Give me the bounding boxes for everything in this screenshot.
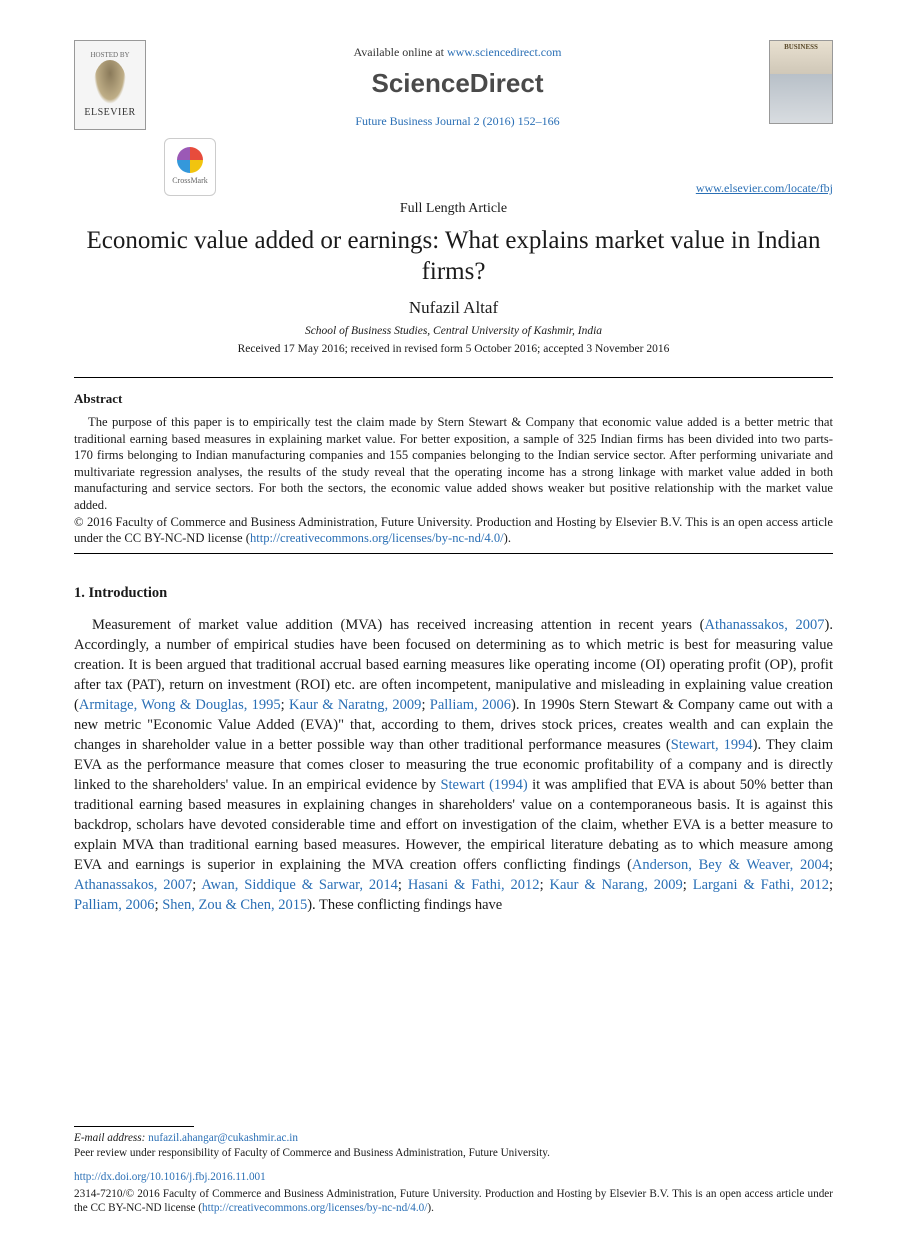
copyright-post: ). xyxy=(427,1202,434,1214)
copyright-license-link[interactable]: http://creativecommons.org/licenses/by-n… xyxy=(202,1202,427,1214)
copyright-pre: 2314-7210/© 2016 Faculty of Commerce and… xyxy=(74,1188,833,1215)
copyright-footnote: 2314-7210/© 2016 Faculty of Commerce and… xyxy=(74,1187,833,1216)
citation-awan-2014[interactable]: Awan, Siddique & Sarwar, 2014 xyxy=(201,877,398,893)
journal-cover-thumbnail: BUSINESS xyxy=(769,40,833,124)
text-sep: ; xyxy=(398,877,408,893)
citation-stewart-1994b[interactable]: Stewart (1994) xyxy=(440,777,527,793)
article-type: Full Length Article xyxy=(74,200,833,219)
rule-top xyxy=(74,377,833,378)
locate-journal-link[interactable]: www.elsevier.com/locate/fbj xyxy=(696,180,833,196)
section-1-paragraph: Measurement of market value addition (MV… xyxy=(74,615,833,915)
abstract-heading: Abstract xyxy=(74,390,833,408)
peer-review-footnote: Peer review under responsibility of Facu… xyxy=(74,1146,833,1161)
crossmark-label: CrossMark xyxy=(172,176,208,187)
elsevier-brand: ELSEVIER xyxy=(84,106,135,120)
sciencedirect-url-link[interactable]: www.sciencedirect.com xyxy=(447,45,562,59)
footnotes: E-mail address: nufazil.ahangar@cukashmi… xyxy=(74,1126,833,1216)
citation-kaur-narang-2009[interactable]: Kaur & Narang, 2009 xyxy=(550,877,683,893)
email-footnote: E-mail address: nufazil.ahangar@cukashmi… xyxy=(74,1131,833,1146)
journal-cover-title: BUSINESS xyxy=(784,43,818,52)
crossmark-icon xyxy=(177,147,203,173)
elsevier-tree-icon xyxy=(94,60,126,104)
available-prefix: Available online at xyxy=(354,45,447,59)
rule-bottom xyxy=(74,553,833,554)
abstract-text: The purpose of this paper is to empirica… xyxy=(74,414,833,514)
citation-palliam-2006[interactable]: Palliam, 2006 xyxy=(430,697,511,713)
sciencedirect-logo: ScienceDirect xyxy=(146,66,769,101)
author-affiliation: School of Business Studies, Central Univ… xyxy=(74,324,833,340)
doi-footnote: http://dx.doi.org/10.1016/j.fbj.2016.11.… xyxy=(74,1170,833,1185)
text-sep: ; xyxy=(281,697,289,713)
journal-reference: Future Business Journal 2 (2016) 152–166 xyxy=(146,113,769,129)
author-name: Nufazil Altaf xyxy=(74,297,833,320)
license-post: ). xyxy=(504,531,511,545)
crossmark-badge[interactable]: CrossMark xyxy=(164,138,216,196)
citation-armitage-1995[interactable]: Armitage, Wong & Douglas, 1995 xyxy=(79,697,281,713)
citation-hasani-2012[interactable]: Hasani & Fathi, 2012 xyxy=(408,877,540,893)
citation-athanassakos-2007[interactable]: Athanassakos, 2007 xyxy=(704,617,824,633)
footnote-rule xyxy=(74,1126,194,1127)
center-header: Available online at www.sciencedirect.co… xyxy=(146,40,769,129)
license-link[interactable]: http://creativecommons.org/licenses/by-n… xyxy=(250,531,504,545)
abstract-license: © 2016 Faculty of Commerce and Business … xyxy=(74,514,833,547)
citation-palliam-2006b[interactable]: Palliam, 2006 xyxy=(74,897,155,913)
text-sep: ; xyxy=(540,877,550,893)
text-sep: ; xyxy=(683,877,693,893)
text-sep: ; xyxy=(421,697,429,713)
article-title: Economic value added or earnings: What e… xyxy=(74,225,833,288)
section-1-heading: 1. Introduction xyxy=(74,584,833,604)
text-sep: ; xyxy=(829,857,833,873)
citation-anderson-2004[interactable]: Anderson, Bey & Weaver, 2004 xyxy=(632,857,829,873)
doi-link[interactable]: http://dx.doi.org/10.1016/j.fbj.2016.11.… xyxy=(74,1171,266,1183)
text-run: Measurement of market value addition (MV… xyxy=(92,617,704,633)
crossmark-row: CrossMark www.elsevier.com/locate/fbj xyxy=(74,138,833,196)
header-row: HOSTED BY ELSEVIER Available online at w… xyxy=(74,40,833,130)
hosted-by-label: HOSTED BY xyxy=(90,51,129,60)
citation-kaur-2009[interactable]: Kaur & Naratng, 2009 xyxy=(289,697,421,713)
elsevier-logo: HOSTED BY ELSEVIER xyxy=(74,40,146,130)
citation-stewart-1994a[interactable]: Stewart, 1994 xyxy=(671,737,753,753)
text-sep: ; xyxy=(829,877,833,893)
citation-athanassakos-2007b[interactable]: Athanassakos, 2007 xyxy=(74,877,192,893)
email-label: E-mail address: xyxy=(74,1132,148,1144)
citation-largani-2012[interactable]: Largani & Fathi, 2012 xyxy=(693,877,829,893)
citation-shen-2015[interactable]: Shen, Zou & Chen, 2015 xyxy=(162,897,307,913)
text-run: ). These conflicting findings have xyxy=(307,897,502,913)
author-email-link[interactable]: nufazil.ahangar@cukashmir.ac.in xyxy=(148,1132,298,1144)
article-dates: Received 17 May 2016; received in revise… xyxy=(74,342,833,358)
available-online-line: Available online at www.sciencedirect.co… xyxy=(146,44,769,60)
